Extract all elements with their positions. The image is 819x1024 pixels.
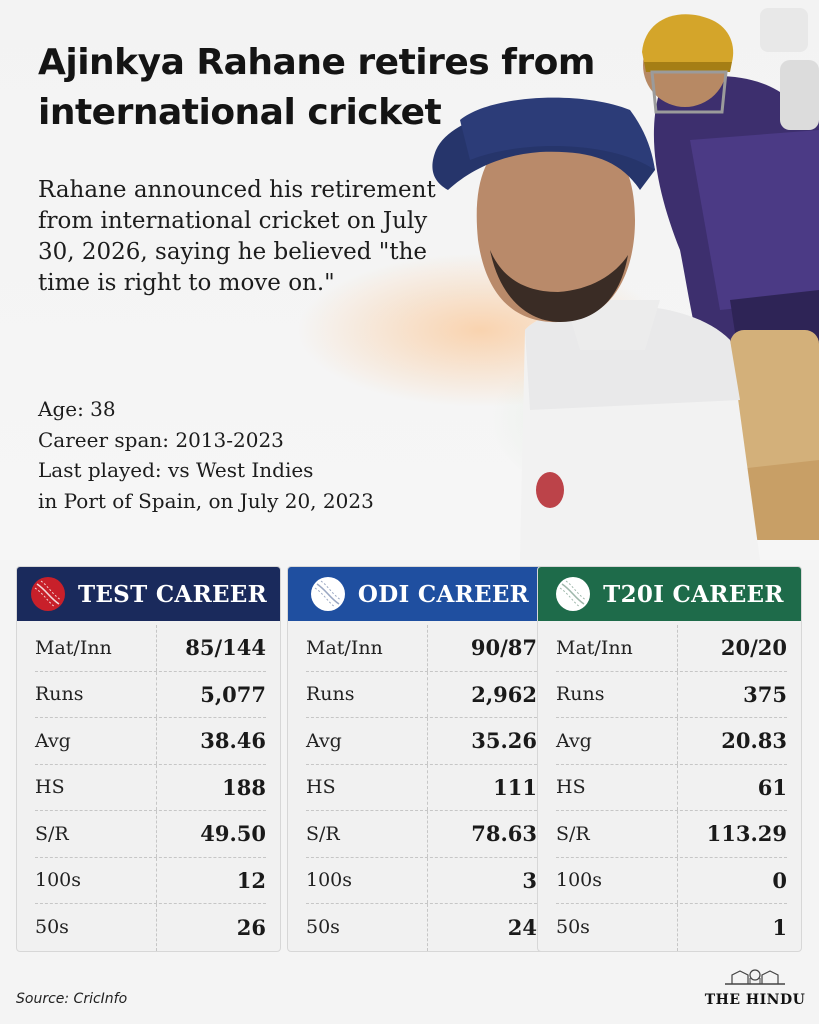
stat-row: Avg 20.83 (556, 718, 787, 765)
stat-label: 100s (35, 857, 157, 903)
newspaper-logo: THE HINDU (700, 966, 810, 1008)
stat-value: 3 (522, 867, 537, 893)
stat-label: HS (35, 764, 157, 810)
stat-value: 61 (757, 774, 787, 800)
last-played-fact: Last played: vs West Indies (38, 458, 314, 482)
stat-value: 12 (236, 867, 266, 893)
stat-value: 111 (493, 774, 537, 800)
stat-label: HS (556, 764, 678, 810)
stat-value: 113.29 (706, 821, 787, 847)
t20i-career-header: T20I CAREER (538, 567, 801, 621)
masthead-name: THE HINDU (704, 992, 806, 1008)
stat-row: Avg 38.46 (35, 718, 266, 765)
card-title: T20I CAREER (603, 580, 784, 608)
batting-player-image (642, 8, 819, 540)
lede-paragraph: Rahane announced his retirement from int… (38, 177, 436, 296)
stat-label: Avg (35, 718, 157, 764)
card-title: TEST CAREER (77, 580, 268, 608)
cricket-ball-icon (556, 577, 591, 611)
facts-block: Age: 38 Career span: 2013-2023 Last play… (38, 394, 478, 516)
age-fact: Age: 38 (38, 397, 116, 421)
stat-row: HS 188 (35, 764, 266, 811)
stat-label: Runs (556, 671, 678, 717)
stat-label: 100s (306, 857, 428, 903)
stat-value: 49.50 (200, 821, 266, 847)
odi-career-header: ODI CAREER (288, 567, 551, 621)
stat-value: 5,077 (200, 681, 266, 707)
stat-value: 0 (772, 867, 787, 893)
stat-label: Avg (556, 718, 678, 764)
stat-value: 78.63 (471, 821, 537, 847)
stat-label: HS (306, 764, 428, 810)
stat-row: S/R 49.50 (35, 811, 266, 858)
last-played-venue-fact: in Port of Spain, on July 20, 2023 (38, 488, 374, 513)
cricket-ball-icon (310, 577, 345, 611)
odi-career-card: ODI CAREER Mat/Inn 90/87 Runs 2,962 Avg 35.… (287, 566, 552, 952)
stat-value: 1 (772, 914, 787, 940)
cricket-ball-icon (30, 577, 65, 611)
stat-value: 90/87 (470, 635, 537, 661)
player-illustration (432, 8, 819, 560)
stat-label: 100s (556, 857, 678, 903)
stat-value: 38.46 (200, 728, 266, 754)
test-career-header: TEST CAREER (17, 567, 280, 621)
stat-label: S/R (35, 811, 157, 857)
stat-value: 24 (507, 914, 537, 940)
stat-row: HS 111 (306, 764, 537, 811)
card-title: ODI CAREER (357, 580, 530, 608)
stat-label: 50s (35, 904, 157, 951)
stat-label: Runs (306, 671, 428, 717)
stat-row: Mat/Inn 85/144 (35, 625, 266, 672)
stat-row: Mat/Inn 20/20 (556, 625, 787, 672)
stat-row: Avg 35.26 (306, 718, 537, 765)
test-career-card: TEST CAREER Mat/Inn 85/144 Runs 5,077 Avg 3… (16, 566, 281, 952)
masthead-emblem-icon (725, 969, 785, 985)
portrait-player-image (432, 97, 760, 560)
headline: Ajinkya Rahane retires from internationa… (38, 42, 595, 133)
stat-value: 85/144 (185, 635, 266, 661)
stat-label: Mat/Inn (556, 625, 678, 671)
stat-row: 100s 0 (556, 857, 787, 904)
stat-value: 188 (222, 774, 266, 800)
stat-label: Mat/Inn (35, 625, 157, 671)
stat-row: Runs 375 (556, 671, 787, 718)
stat-label: S/R (556, 811, 678, 857)
stat-value: 20.83 (721, 728, 787, 754)
stat-row: 50s 1 (556, 904, 787, 951)
stat-row: HS 61 (556, 764, 787, 811)
stat-row: Runs 2,962 (306, 671, 537, 718)
stat-value: 20/20 (720, 635, 787, 661)
stat-row: 100s 12 (35, 857, 266, 904)
stat-label: Mat/Inn (306, 625, 428, 671)
stat-value: 26 (236, 914, 266, 940)
t20i-career-card: T20I CAREER Mat/Inn 20/20 Runs 375 Avg 20.8… (537, 566, 802, 952)
stat-row: 100s 3 (306, 857, 537, 904)
stat-row: S/R 113.29 (556, 811, 787, 858)
stat-row: 50s 26 (35, 904, 266, 951)
stat-label: 50s (306, 904, 428, 951)
stat-value: 375 (743, 681, 787, 707)
stat-row: 50s 24 (306, 904, 537, 951)
stat-row: Runs 5,077 (35, 671, 266, 718)
career-span-fact: Career span: 2013-2023 (38, 427, 284, 452)
stat-label: Runs (35, 671, 157, 717)
stat-label: S/R (306, 811, 428, 857)
stat-value: 35.26 (471, 728, 537, 754)
stat-label: 50s (556, 904, 678, 951)
stat-row: S/R 78.63 (306, 811, 537, 858)
stat-row: Mat/Inn 90/87 (306, 625, 537, 672)
stat-value: 2,962 (471, 681, 537, 707)
source-credit: Source: CricInfo (16, 991, 128, 1007)
stat-label: Avg (306, 718, 428, 764)
